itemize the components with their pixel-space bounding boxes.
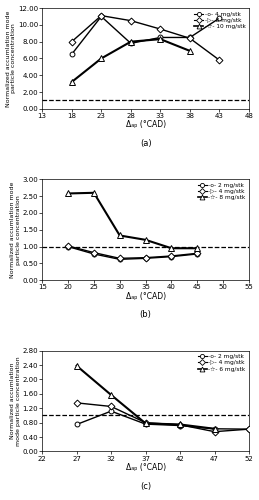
Text: (a): (a)	[140, 139, 152, 148]
Legend: -o- 4 mg/stk, -▷- 8 mg/stk, -☆- 10 mg/stk: -o- 4 mg/stk, -▷- 8 mg/stk, -☆- 10 mg/st…	[193, 11, 246, 30]
Text: (c): (c)	[140, 482, 151, 490]
Legend: -o- 2 mg/stk, -▷- 4 mg/stk, -☆- 8 mg/stk: -o- 2 mg/stk, -▷- 4 mg/stk, -☆- 8 mg/stk	[197, 182, 246, 201]
Y-axis label: Normalized accumlation mode
particle concentration: Normalized accumlation mode particle con…	[10, 182, 21, 278]
Legend: -o- 2 mg/stk, -▷- 4 mg/stk, -☆- 6 mg/stk: -o- 2 mg/stk, -▷- 4 mg/stk, -☆- 6 mg/stk	[197, 354, 246, 372]
Y-axis label: Normalized accumlation mode
particle concentration: Normalized accumlation mode particle con…	[5, 10, 16, 106]
Text: (b): (b)	[140, 310, 152, 320]
X-axis label: Δₐₚ (°CAD): Δₐₚ (°CAD)	[126, 463, 166, 472]
X-axis label: Δₐₚ (°CAD): Δₐₚ (°CAD)	[126, 120, 166, 130]
X-axis label: Δₐₚ (°CAD): Δₐₚ (°CAD)	[126, 292, 166, 300]
Y-axis label: Normalized accumlation
mode particle concentration: Normalized accumlation mode particle con…	[10, 356, 21, 446]
